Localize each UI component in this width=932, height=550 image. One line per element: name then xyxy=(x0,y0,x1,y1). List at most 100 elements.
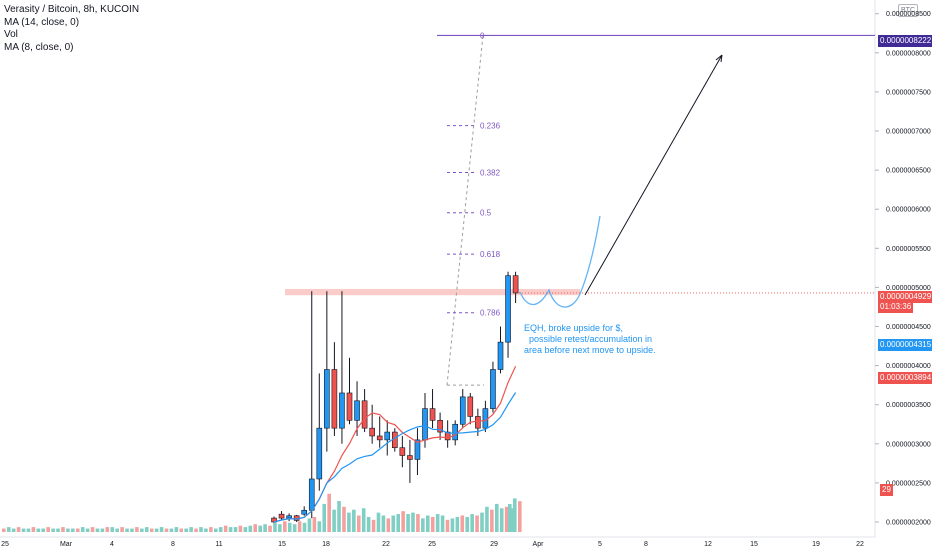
volume-bar xyxy=(125,528,129,532)
volume-bar xyxy=(287,522,292,532)
volume-bar xyxy=(51,528,55,532)
volume-bar xyxy=(253,524,258,532)
volume-bar xyxy=(297,521,302,532)
ma8-legend[interactable]: MA (8, close, 0) xyxy=(4,41,74,53)
candle-body xyxy=(467,396,474,417)
candle-body xyxy=(482,408,489,429)
volume-bar xyxy=(194,528,198,532)
volume-bar xyxy=(352,509,356,532)
volume-bar xyxy=(213,528,218,532)
volume-bar xyxy=(199,527,203,532)
candle-body xyxy=(346,392,353,421)
volume-bar xyxy=(450,518,455,532)
volume-bar xyxy=(90,527,95,532)
candle-body xyxy=(407,455,413,460)
volume-bar xyxy=(80,527,85,532)
volume-bar xyxy=(105,527,110,532)
volume-bar xyxy=(302,522,307,532)
candle-body xyxy=(324,369,330,429)
volume-bar xyxy=(307,518,312,532)
volume-bar xyxy=(174,527,179,532)
volume-bar xyxy=(283,521,287,532)
last-price-badge: 0.0000004929 xyxy=(878,291,932,303)
volume-bar xyxy=(154,528,159,532)
volume-bar xyxy=(66,528,70,532)
ma14-legend[interactable]: MA (14, close, 0) xyxy=(4,16,80,28)
candle-body xyxy=(422,408,428,441)
x-tick-label: 15 xyxy=(750,541,758,548)
volume-bar xyxy=(327,493,331,532)
volume-bar xyxy=(179,528,184,532)
x-tick-label: 11 xyxy=(215,541,222,548)
volume-bar xyxy=(292,524,297,532)
volume-bar xyxy=(16,527,21,532)
volume-bar xyxy=(238,525,243,532)
volume-bar xyxy=(75,528,80,532)
candle-body xyxy=(301,509,308,515)
chart-legend: Verasity / Bitcoin, 8h, KUCOIN MA (14, c… xyxy=(4,4,139,54)
volume-bar xyxy=(100,528,105,532)
volume-bar xyxy=(26,528,31,532)
volume-bar xyxy=(332,509,336,532)
x-tick-label: 22 xyxy=(856,541,864,548)
candle-body xyxy=(339,392,345,429)
target-price-badge: 0.0000008222 xyxy=(878,35,932,47)
candle-body xyxy=(376,435,383,441)
fib-level-label: 0.786 xyxy=(480,309,501,318)
candle-body xyxy=(497,341,504,370)
volume-bar xyxy=(322,503,327,532)
y-tick-label: 0.0000008000 xyxy=(886,50,931,57)
fib-level-label: 0 xyxy=(480,31,485,40)
fib-level-label: 0.382 xyxy=(480,169,501,178)
candle-body xyxy=(286,515,292,519)
y-tick-label: 0.0000005000 xyxy=(886,285,931,292)
candle-body xyxy=(308,478,315,511)
volume-bar xyxy=(273,522,277,532)
volume-bar xyxy=(130,528,134,532)
candle-body xyxy=(354,400,360,421)
volume-bar xyxy=(209,527,213,532)
x-tick-label: 8 xyxy=(171,541,175,548)
y-tick-label: 0.0000002000 xyxy=(886,520,931,527)
volume-bar xyxy=(85,528,90,532)
volume-bar xyxy=(204,528,208,532)
volume-bar xyxy=(135,527,139,532)
trade-annotation: EQH, broke upside for $, possible retest… xyxy=(524,323,656,355)
y-tick-label: 0.0000008500 xyxy=(886,11,931,18)
resistance-zone xyxy=(285,288,580,296)
arrow-head xyxy=(715,54,723,63)
volume-bar xyxy=(228,527,233,532)
y-tick-label: 0.0000003000 xyxy=(886,441,931,448)
volume-bar xyxy=(376,512,381,532)
volume-bar xyxy=(218,527,223,532)
candle-body xyxy=(452,423,459,441)
volume-bar xyxy=(31,527,36,532)
volume-bar xyxy=(435,514,440,532)
volume-bar xyxy=(347,512,351,532)
y-tick-label: 0.0000002500 xyxy=(886,480,931,487)
volume-bar xyxy=(356,515,361,532)
candle-body xyxy=(437,420,443,433)
volume-bar xyxy=(115,528,119,532)
volume-bar xyxy=(401,511,405,532)
volume-bar xyxy=(312,516,317,532)
x-tick-label: 18 xyxy=(322,541,330,548)
volume-bar xyxy=(263,524,267,532)
volume-bar xyxy=(445,519,450,532)
volume-bar xyxy=(513,498,517,532)
volume-bar xyxy=(2,528,6,532)
volume-bar xyxy=(41,528,46,532)
volume-bar xyxy=(164,528,169,532)
candle-body xyxy=(414,439,421,460)
volume-legend[interactable]: Vol xyxy=(4,29,18,40)
volume-bar xyxy=(159,527,164,532)
x-tick-label: 25 xyxy=(428,541,436,548)
x-tick-label: Mar xyxy=(60,541,73,548)
x-tick-label: 5 xyxy=(598,541,602,548)
symbol-title[interactable]: Verasity / Bitcoin, 8h, KUCOIN xyxy=(4,4,140,15)
currency-tag[interactable]: BTC xyxy=(898,4,918,17)
volume-bar xyxy=(411,512,415,532)
candle-body xyxy=(361,400,368,429)
x-tick-label: Apr xyxy=(533,541,545,548)
